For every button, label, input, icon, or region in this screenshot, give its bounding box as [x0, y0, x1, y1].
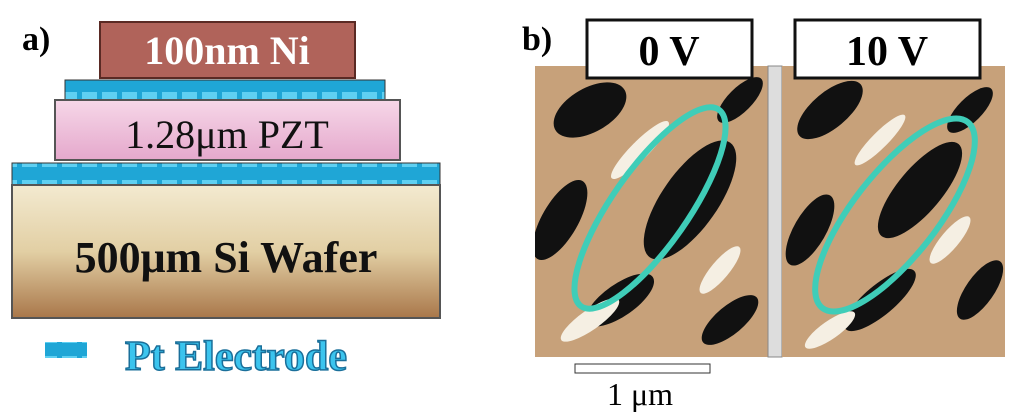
pt-electrode [65, 80, 385, 100]
figure: a) 100nm Ni 1.28μm PZT 500μm Si Wafer Pt… [0, 0, 1010, 417]
scale-bar-label: 1 μm [607, 376, 673, 412]
panel-label: b) [522, 21, 552, 58]
afm-image [522, 66, 770, 357]
layer-label: 1.28μm PZT [125, 112, 329, 157]
legend-label: Pt Electrode [125, 334, 347, 380]
image-label: 10 V [846, 29, 928, 75]
image-label: 0 V [638, 29, 699, 75]
separator [768, 66, 782, 357]
panel-label: a) [22, 21, 50, 58]
afm-image [776, 66, 1010, 357]
pt-electrode [12, 163, 440, 185]
page: {"panel_a": {"label": "a)", "layers": {"… [0, 0, 1010, 417]
legend-swatch [45, 342, 87, 358]
layer-label: 100nm Ni [144, 28, 310, 73]
layer-label: 500μm Si Wafer [75, 233, 378, 282]
scale-bar [575, 364, 710, 373]
